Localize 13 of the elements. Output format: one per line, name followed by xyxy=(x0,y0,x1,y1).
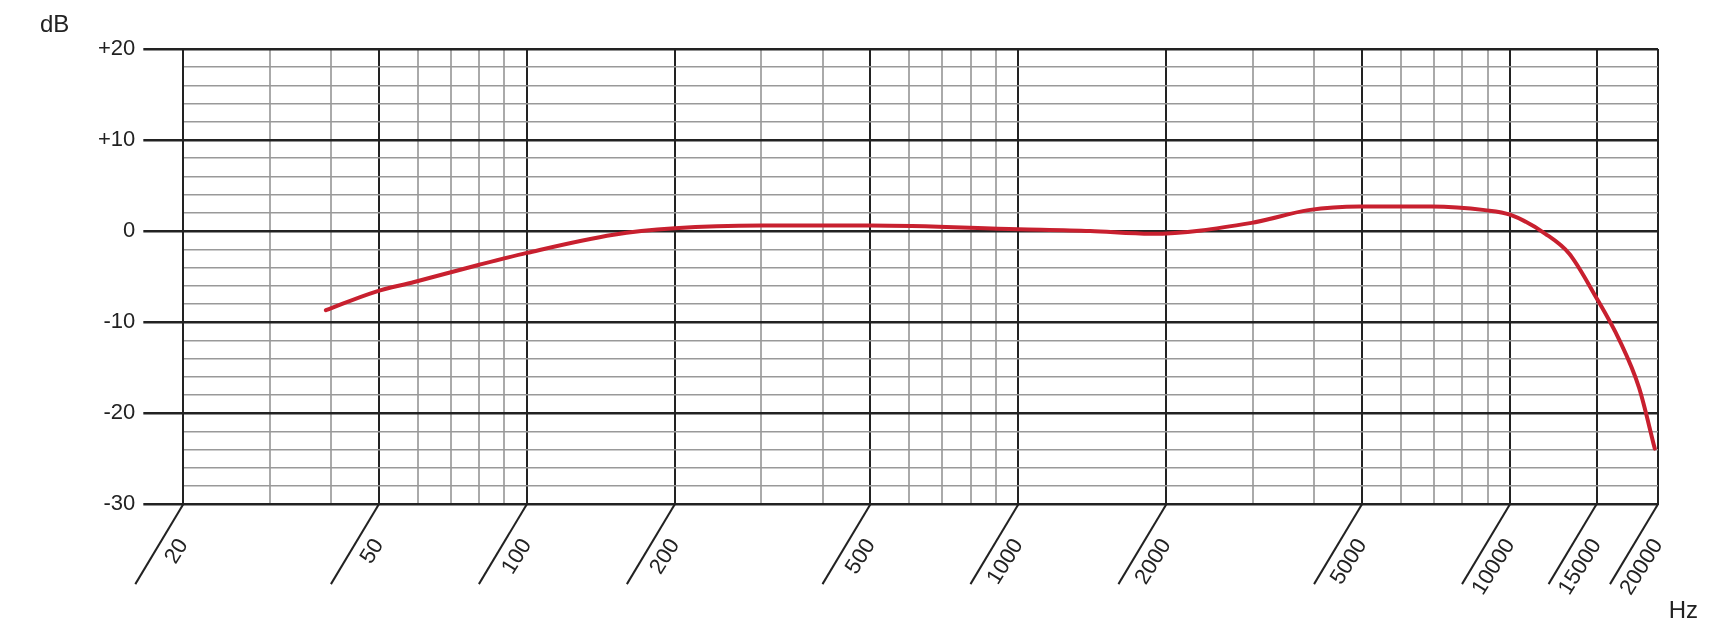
x-tick-label: 20 xyxy=(158,533,193,568)
y-tick-label: -10 xyxy=(103,308,136,334)
x-tick-label: 50 xyxy=(354,533,389,568)
x-axis-title: Hz xyxy=(1668,596,1698,624)
y-tick-label: +10 xyxy=(97,126,136,152)
y-tick-label: -20 xyxy=(103,399,136,425)
y-tick-label: +20 xyxy=(97,35,136,61)
y-tick-label: -30 xyxy=(103,490,136,516)
y-axis-title: dB xyxy=(40,10,70,38)
x-tick-label: 500 xyxy=(839,533,880,579)
y-tick-label: 0 xyxy=(123,217,136,243)
x-tick-label: 100 xyxy=(495,533,537,579)
x-tick-label: 200 xyxy=(643,533,685,579)
